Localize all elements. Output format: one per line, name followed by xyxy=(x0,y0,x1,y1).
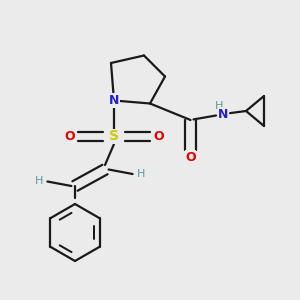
Text: N: N xyxy=(109,94,119,107)
Text: O: O xyxy=(185,151,196,164)
Text: N: N xyxy=(218,107,229,121)
Text: O: O xyxy=(153,130,164,143)
Text: S: S xyxy=(109,130,119,143)
Text: H: H xyxy=(215,100,223,111)
Text: H: H xyxy=(35,176,43,187)
Text: H: H xyxy=(137,169,145,179)
Text: O: O xyxy=(64,130,75,143)
